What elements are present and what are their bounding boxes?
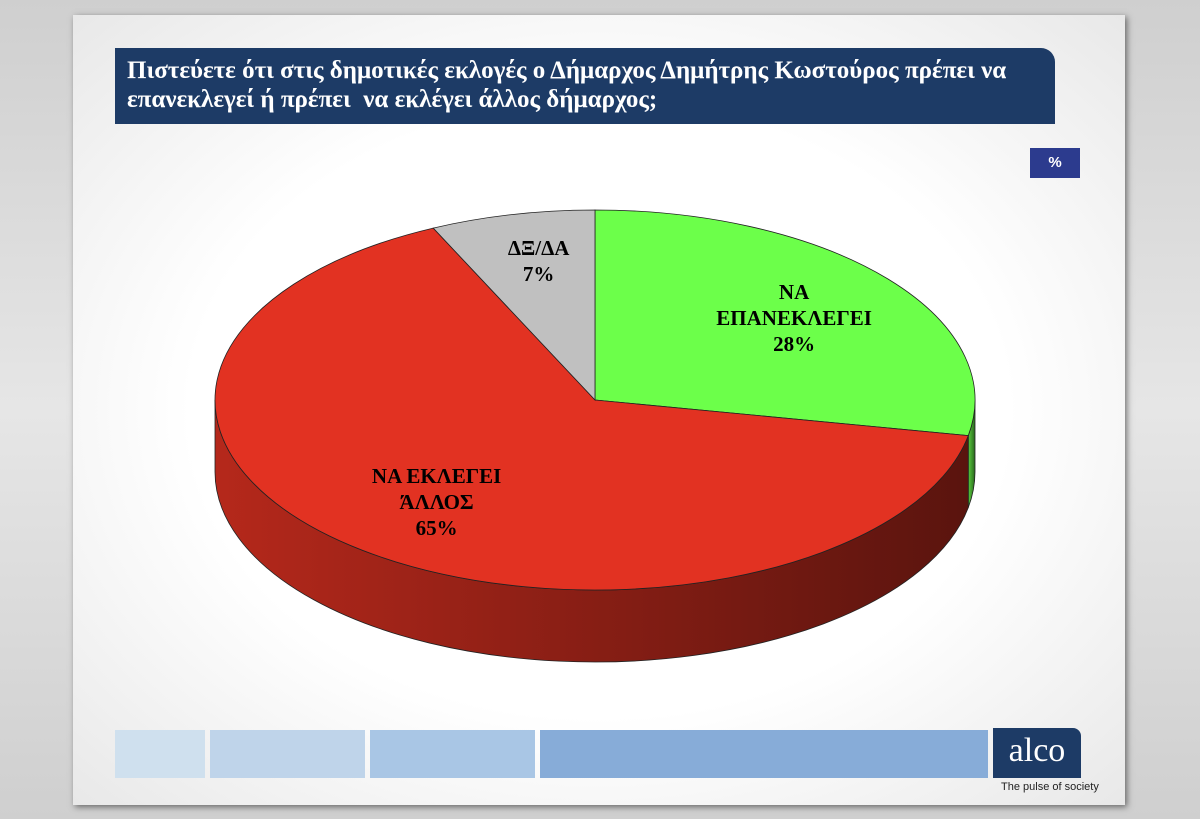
unit-badge: % bbox=[1030, 148, 1080, 178]
slice-label: ΔΞ/ΔΑ 7% bbox=[449, 235, 629, 287]
slice-label: ΝΑ ΕΠΑΝΕΚΛΕΓΕΙ 28% bbox=[704, 279, 884, 357]
logo: alco bbox=[993, 728, 1081, 778]
chart-title: Πιστεύετε ότι στις δημοτικές εκλογές ο Δ… bbox=[115, 48, 1055, 124]
slice-name: ΔΞ/ΔΑ bbox=[507, 235, 570, 260]
value-label: 7% bbox=[522, 261, 555, 286]
value-label: 65% bbox=[415, 516, 458, 541]
footer-strip bbox=[370, 730, 535, 778]
footer-strip bbox=[540, 730, 988, 778]
footer-strip bbox=[210, 730, 365, 778]
slice-name: ΝΑ ΕΚΛΕΓΕΙ ΆΛΛΟΣ bbox=[371, 464, 502, 515]
pie-slice bbox=[214, 227, 969, 591]
slice-name: ΝΑ ΕΠΑΝΕΚΛΕΓΕΙ bbox=[716, 279, 872, 330]
value-label: 28% bbox=[773, 331, 816, 356]
footer-strip bbox=[115, 730, 205, 778]
logo-tagline: The pulse of society bbox=[1001, 781, 1099, 793]
pie-slice bbox=[432, 209, 596, 402]
slice-label: ΝΑ ΕΚΛΕΓΕΙ ΆΛΛΟΣ 65% bbox=[347, 463, 527, 541]
pie-slice bbox=[594, 209, 976, 437]
